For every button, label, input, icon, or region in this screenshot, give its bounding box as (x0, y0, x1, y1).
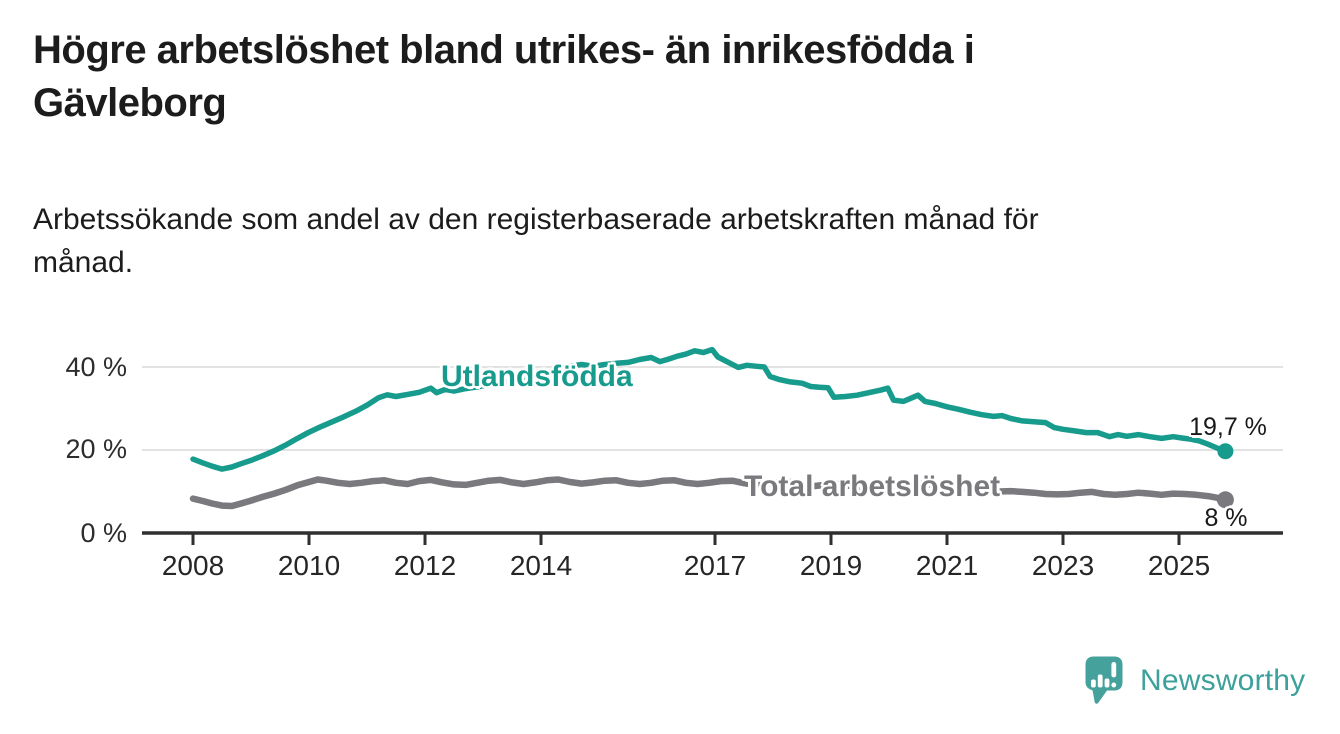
chart-subtitle: Arbetssökande som andel av den registerb… (33, 198, 1273, 284)
speech-bubble-shape (1085, 656, 1123, 704)
exclamation-dot (1111, 682, 1117, 688)
page-title: Högre arbetslöshet bland utrikes- än inr… (33, 24, 1233, 130)
end-value-label-utlandsfodda: 19,7 % (1189, 413, 1267, 441)
x-axis-tick-label-2017: 2017 (683, 550, 747, 581)
bar-small (1091, 679, 1096, 688)
y-axis-tick-label-20: 20 % (65, 434, 127, 464)
y-axis-tick-label-40: 40 % (65, 352, 127, 382)
x-axis-labels: 2008 2010 2012 2014 2017 2019 2021 2023 2025 (0, 550, 1340, 586)
series-end-dot-utlandsfodda (1217, 443, 1234, 460)
newsworthy-logo-text: Newsworthy (1140, 664, 1306, 697)
series-label-utlandsfodda: Utlandsfödda (441, 360, 633, 393)
end-value-label-total: 8 % (1204, 504, 1248, 532)
x-axis-tick-label-2010: 2010 (277, 550, 341, 581)
bar-tall (1097, 674, 1103, 688)
x-axis-tick-label-2008: 2008 (161, 550, 225, 581)
page-title-line-1: Högre arbetslöshet bland utrikes- än inr… (33, 28, 975, 72)
x-axis-tick-label-2021: 2021 (915, 550, 979, 581)
x-axis-tick-label-2014: 2014 (509, 550, 573, 581)
x-axis-tick-label-2019: 2019 (799, 550, 863, 581)
x-axis-tick-label-2012: 2012 (393, 550, 457, 581)
bar-medium (1104, 678, 1110, 688)
series-line-total (189, 476, 1229, 510)
chart-subtitle-line-1: Arbetssökande som andel av den registerb… (33, 203, 1039, 236)
series-line-utlandsfodda (190, 346, 1229, 472)
x-axis-tick-label-2025: 2025 (1147, 550, 1211, 581)
chart-subtitle-line-2: månad. (33, 246, 134, 280)
y-axis-tick-label-0: 0 % (80, 518, 127, 548)
exclamation-bar (1111, 662, 1117, 678)
series-end-dot-total (1216, 491, 1234, 509)
series-label-total-arbetsloshet: Total arbetslöshet (744, 470, 1001, 503)
x-axis-tick-label-2023: 2023 (1031, 550, 1095, 581)
newsworthy-logo: Newsworthy (1085, 655, 1305, 707)
page-title-line-2: Gävleborg (33, 80, 227, 125)
newsworthy-speech-bubble-icon (1085, 656, 1123, 704)
